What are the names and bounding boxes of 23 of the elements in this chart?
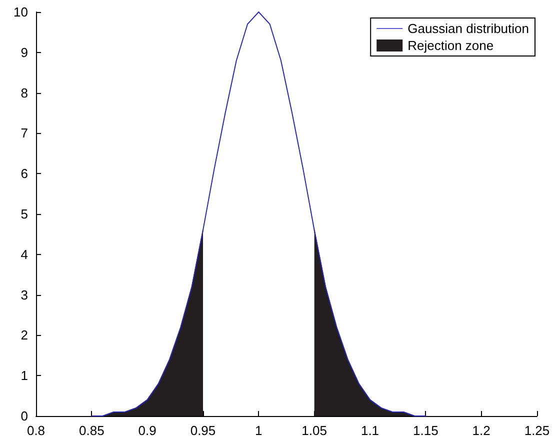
- x-tick-label: 0.95: [190, 423, 216, 438]
- x-tick-label: 0.85: [79, 423, 104, 438]
- x-tick-label: 1.05: [302, 423, 327, 438]
- legend-label: Rejection zone: [408, 38, 494, 53]
- y-tick-label: 7: [20, 126, 28, 141]
- y-tick-label: 1: [20, 368, 28, 384]
- y-tick-label: 10: [14, 4, 28, 20]
- x-tick-label: 1: [255, 423, 262, 438]
- y-tick-label: 8: [20, 85, 28, 100]
- legend-label: Gaussian distribution: [408, 21, 530, 36]
- y-tick-label: 4: [20, 246, 28, 262]
- y-tick-label: 6: [20, 166, 28, 182]
- x-tick-label: 1.1: [360, 423, 380, 438]
- x-tick-label: 0.9: [138, 423, 156, 438]
- x-tick-label: 1.15: [413, 423, 438, 438]
- y-tick-label: 2: [20, 328, 28, 343]
- y-tick-label: 0: [20, 408, 28, 424]
- y-tick-label: 3: [20, 287, 28, 302]
- x-tick-label: 0.8: [26, 423, 46, 438]
- x-tick-label: 1.25: [524, 423, 550, 438]
- x-tick-label: 1.2: [472, 423, 490, 438]
- y-tick-label: 9: [20, 44, 28, 60]
- y-tick-label: 5: [20, 206, 28, 222]
